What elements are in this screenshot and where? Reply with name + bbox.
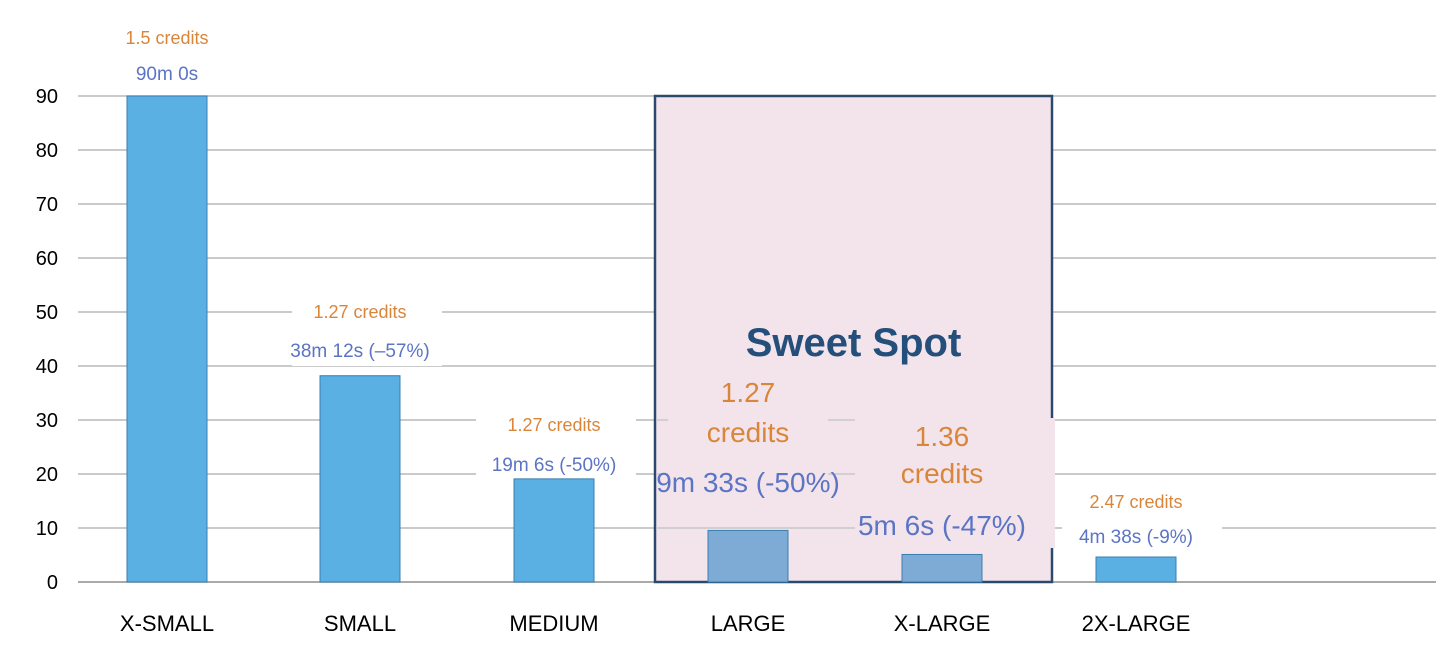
bar-small bbox=[319, 375, 401, 583]
label-layer: 1.5 credits 90m 0s 1.27 credits 38m 12s (–5… bbox=[125, 28, 1193, 548]
x-tick-label: X-SMALL bbox=[120, 611, 214, 636]
label-background bbox=[108, 24, 230, 88]
credit-label: 1.27 credits bbox=[313, 302, 406, 322]
label-background bbox=[855, 418, 1055, 548]
credit-label: 1.36 credits bbox=[901, 421, 983, 489]
label-background bbox=[292, 298, 442, 366]
x-tick-label: 2X-LARGE bbox=[1082, 611, 1191, 636]
time-label: 19m 6s (-50%) bbox=[492, 455, 617, 476]
credit-label: 1.5 credits bbox=[125, 28, 208, 48]
time-label: 4m 38s (-9%) bbox=[1079, 527, 1193, 548]
y-tick-label: 50 bbox=[36, 302, 58, 324]
sweet-spot-label: Sweet Spot bbox=[746, 321, 962, 365]
bar-2x-large bbox=[1095, 556, 1177, 583]
label-background bbox=[1062, 488, 1222, 548]
bar-x-large bbox=[901, 553, 983, 583]
y-tick-label: 10 bbox=[36, 518, 58, 540]
label-background bbox=[478, 455, 628, 475]
y-tick-label: 60 bbox=[36, 248, 58, 270]
grid-layer bbox=[78, 24, 1436, 583]
y-tick-label: 80 bbox=[36, 140, 58, 162]
label-background bbox=[668, 378, 828, 498]
bar-medium bbox=[513, 478, 595, 583]
credit-label: 2.47 credits bbox=[1089, 492, 1182, 512]
x-tick-label: LARGE bbox=[711, 611, 786, 636]
tick-layer: 0 10 20 30 40 50 60 70 80 90 X-SMALL SMALL MEDIUM LAR… bbox=[36, 86, 1191, 636]
time-label: 90m 0s bbox=[136, 64, 198, 85]
y-tick-label: 70 bbox=[36, 194, 58, 216]
highlight-layer: Sweet Spot bbox=[653, 94, 1055, 584]
credit-label: 1.27 credits bbox=[507, 415, 600, 435]
y-tick-label: 40 bbox=[36, 356, 58, 378]
x-tick-label: MEDIUM bbox=[509, 611, 598, 636]
bar-large bbox=[707, 529, 789, 583]
bar-x-small bbox=[126, 95, 208, 583]
y-tick-label: 20 bbox=[36, 464, 58, 486]
time-label: 5m 6s (-47%) bbox=[858, 510, 1026, 541]
y-tick-label: 0 bbox=[47, 572, 58, 594]
time-label: 38m 12s (–57%) bbox=[290, 341, 429, 362]
credit-label: 1.27 credits bbox=[707, 377, 789, 448]
bar-layer bbox=[126, 95, 1177, 583]
y-tick-label: 30 bbox=[36, 410, 58, 432]
x-tick-label: X-LARGE bbox=[894, 611, 991, 636]
x-tick-label: SMALL bbox=[324, 611, 396, 636]
y-tick-label: 90 bbox=[36, 86, 58, 108]
time-label: 9m 33s (-50%) bbox=[656, 467, 840, 498]
